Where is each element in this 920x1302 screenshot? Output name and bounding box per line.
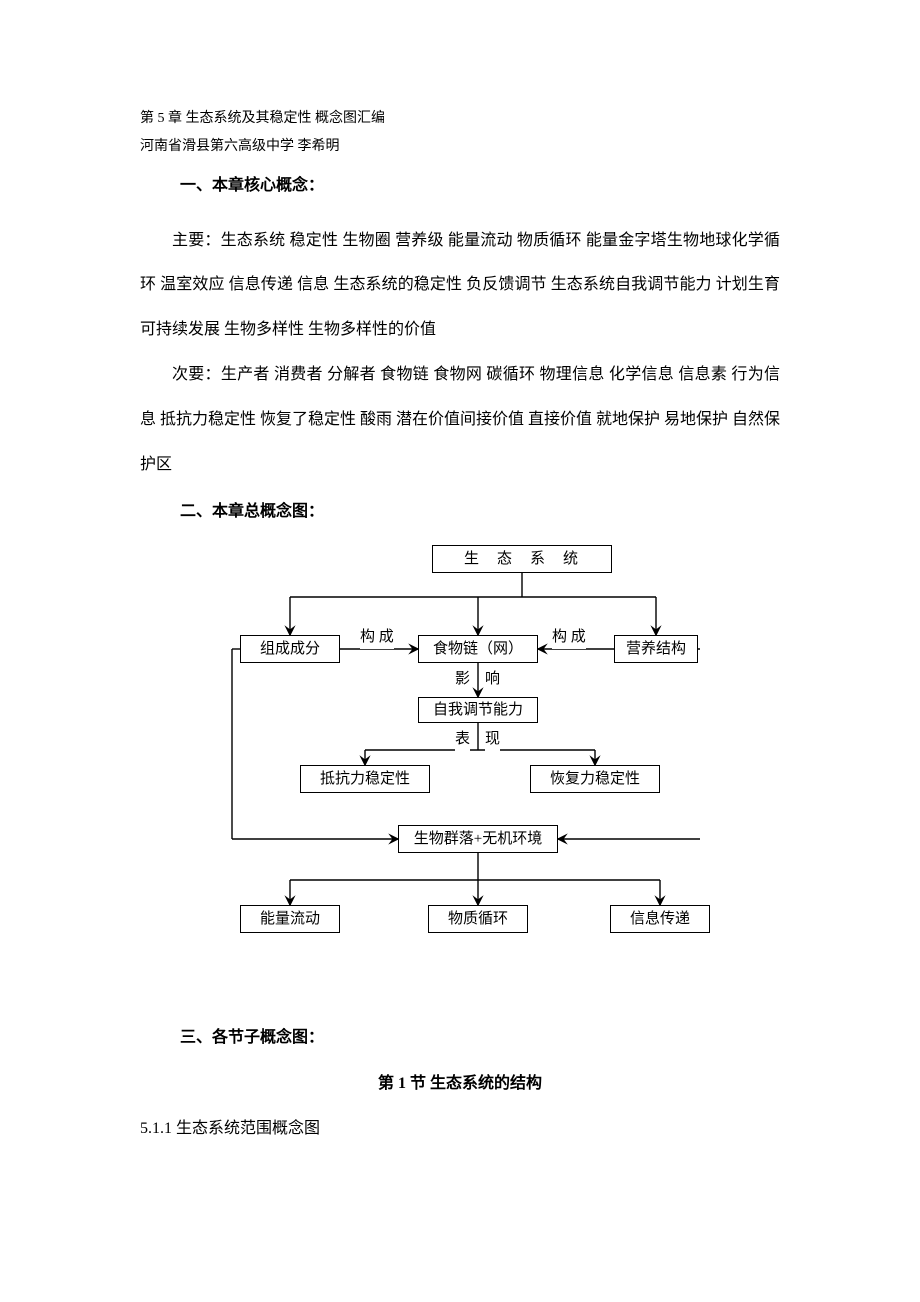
para-main-concepts: 主要：生态系统 稳定性 生物圈 营养级 能量流动 物质循环 能量金字塔生物地球化… — [140, 219, 780, 353]
node-components: 组成成分 — [240, 635, 340, 663]
label-show-2: 现 — [485, 727, 500, 751]
node-energy: 能量流动 — [240, 905, 340, 933]
node-food-chain: 食物链（网） — [418, 635, 538, 663]
label-affect-2: 响 — [485, 667, 500, 691]
concept-map: 生态系统 组成成分 食物链（网） 营养结构 自我调节能力 抵抗力稳定性 恢复力稳… — [220, 545, 700, 985]
header-line-1: 第 5 章 生态系统及其稳定性 概念图汇编 — [140, 105, 780, 133]
section-2-title: 二、本章总概念图： — [140, 499, 780, 525]
label-compose-2: 构 成 — [552, 625, 586, 649]
node-biocommunity: 生物群落+无机环境 — [398, 825, 558, 853]
header-line-2: 河南省滑县第六高级中学 李希明 — [140, 133, 780, 161]
node-root: 生态系统 — [432, 545, 612, 573]
node-info: 信息传递 — [610, 905, 710, 933]
label-affect-1: 影 — [455, 667, 470, 691]
section-1-title: 一、本章核心概念： — [140, 173, 780, 199]
label-show-1: 表 — [455, 727, 470, 751]
subsection-1-title: 第 1 节 生态系统的结构 — [140, 1071, 780, 1097]
node-structure: 营养结构 — [614, 635, 698, 663]
node-matter: 物质循环 — [428, 905, 528, 933]
node-recovery: 恢复力稳定性 — [530, 765, 660, 793]
section-3-title: 三、各节子概念图： — [140, 1025, 780, 1051]
para-secondary-concepts: 次要：生产者 消费者 分解者 食物链 食物网 碳循环 物理信息 化学信息 信息素… — [140, 353, 780, 487]
subsection-1-num: 5.1.1 生态系统范围概念图 — [140, 1116, 780, 1142]
node-resistance: 抵抗力稳定性 — [300, 765, 430, 793]
label-compose-1: 构 成 — [360, 625, 394, 649]
node-self-regulate: 自我调节能力 — [418, 697, 538, 723]
